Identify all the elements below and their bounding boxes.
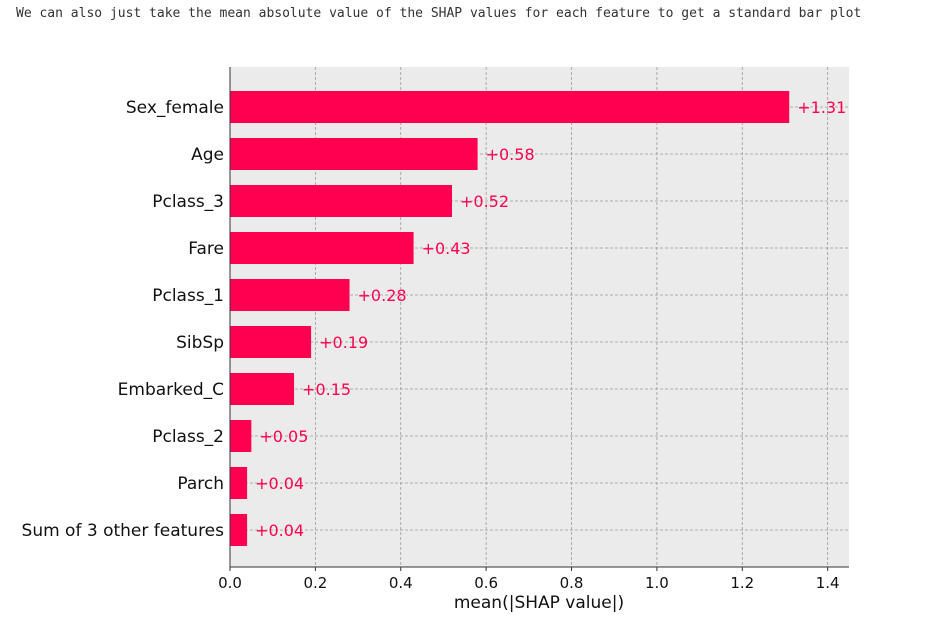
y-tick-label: Age xyxy=(191,145,224,165)
bar-pclass-2 xyxy=(230,420,252,452)
bar-value-label: +0.15 xyxy=(302,380,351,399)
bar-sibsp xyxy=(230,326,312,358)
bar-value-label: +0.04 xyxy=(255,474,304,493)
bars xyxy=(230,91,790,546)
y-tick-labels: Sex_female Age Pclass_3 Fare Pclass_1 SibSp Em… xyxy=(22,98,225,541)
y-tick-label: Pclass_1 xyxy=(152,286,224,306)
bar-pclass-3 xyxy=(230,185,452,217)
y-tick-label: Parch xyxy=(177,474,224,494)
bar-value-label: +0.43 xyxy=(422,239,471,258)
x-tick-labels: 0.0 0.2 0.4 0.6 0.8 1.0 1.2 1.4 xyxy=(218,567,840,592)
bar-value-label: +1.31 xyxy=(797,98,846,117)
bar-sex-female xyxy=(230,91,790,123)
x-tick-label: 0.4 xyxy=(389,574,413,592)
bar-value-label: +0.05 xyxy=(259,427,308,446)
bar-pclass-1 xyxy=(230,279,350,311)
y-tick-label: Sum of 3 other features xyxy=(22,521,225,541)
x-axis-label: mean(|SHAP value|) xyxy=(454,593,624,613)
y-tick-label: Sex_female xyxy=(126,98,224,118)
bar-value-label: +0.04 xyxy=(255,521,304,540)
y-tick-label: Pclass_2 xyxy=(152,427,224,447)
x-tick-label: 0.0 xyxy=(218,574,242,592)
gridlines xyxy=(230,67,849,567)
bar-value-label: +0.58 xyxy=(486,145,535,164)
y-tick-label: SibSp xyxy=(176,333,224,353)
x-tick-label: 1.4 xyxy=(816,574,840,592)
bar-value-label: +0.52 xyxy=(460,192,509,211)
y-tick-label: Pclass_3 xyxy=(152,192,224,212)
bar-age xyxy=(230,138,478,170)
data-labels: +1.31 +0.58 +0.52 +0.43 +0.28 +0.19 +0.15 +0.05… xyxy=(255,98,846,540)
y-tick-label: Embarked_C xyxy=(118,380,224,400)
bar-sum-of-3-other-features xyxy=(230,514,248,546)
x-tick-label: 1.0 xyxy=(645,574,669,592)
x-tick-label: 0.6 xyxy=(474,574,498,592)
notebook-caption: We can also just take the mean absolute … xyxy=(16,6,862,21)
bar-fare xyxy=(230,232,414,264)
bar-parch xyxy=(230,467,248,499)
x-tick-label: 0.8 xyxy=(560,574,584,592)
bar-value-label: +0.19 xyxy=(319,333,368,352)
x-tick-label: 0.2 xyxy=(303,574,327,592)
bar-value-label: +0.28 xyxy=(358,286,407,305)
bar-embarked-c xyxy=(230,373,295,405)
x-tick-label: 1.2 xyxy=(730,574,754,592)
y-tick-label: Fare xyxy=(188,239,224,259)
